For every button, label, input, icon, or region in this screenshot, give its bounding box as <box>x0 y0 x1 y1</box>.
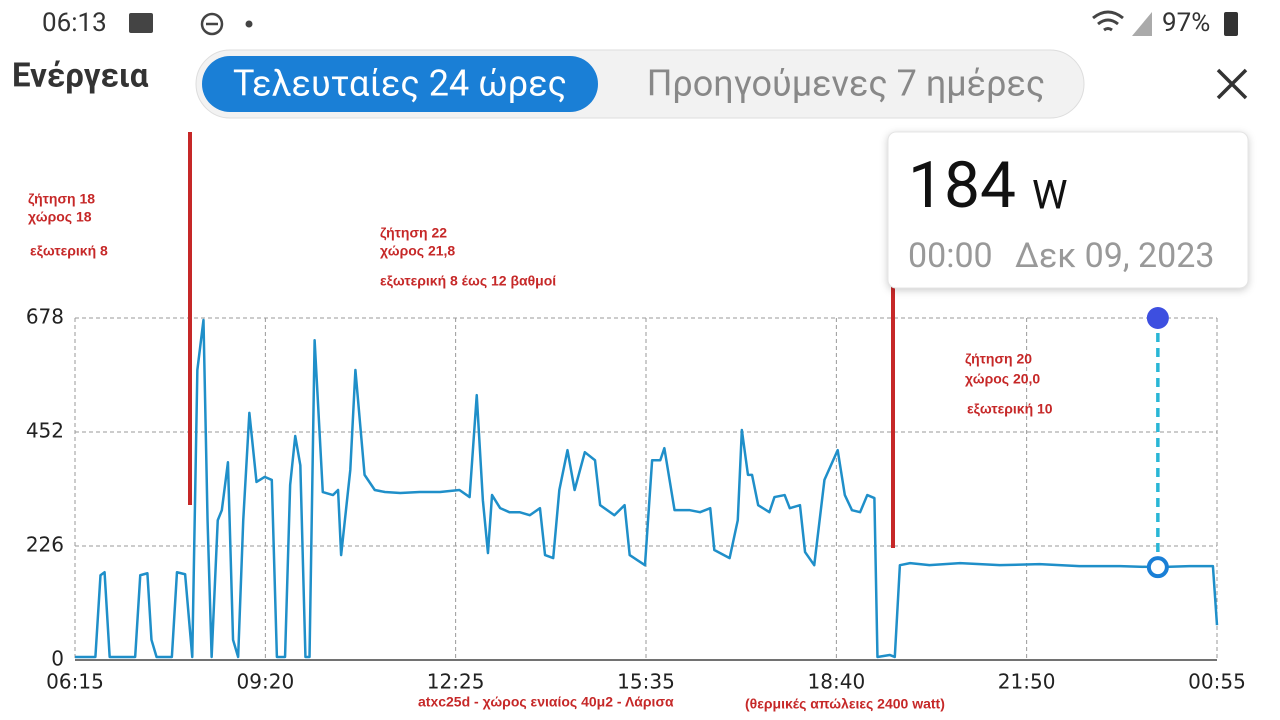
annotation: ζήτηση 20 <box>965 351 1032 367</box>
annotation: (θερμικές απώλειες 2400 watt) <box>745 696 945 712</box>
x-tick-label: 21:50 <box>998 670 1056 694</box>
close-button[interactable] <box>1216 68 1248 100</box>
y-tick-label: 452 <box>26 419 64 443</box>
tab-label[interactable]: Προηγούμενες 7 ημέρες <box>647 63 1046 105</box>
annotation: χώρος 18 <box>28 209 92 225</box>
y-tick-label: 0 <box>51 647 64 671</box>
x-tick-label: 18:40 <box>808 670 866 694</box>
tab-label[interactable]: Τελευταίες 24 ώρες <box>233 63 567 105</box>
x-tick-label: 06:15 <box>46 670 104 694</box>
dnd-icon <box>200 12 224 36</box>
annotation: εξωτερική 8 <box>30 243 108 259</box>
annotation: εξωτερική 8 έως 12 βαθμοί <box>380 273 556 289</box>
x-tick-label: 09:20 <box>237 670 295 694</box>
x-tick-label: 15:35 <box>617 670 675 694</box>
tooltip-unit: W <box>1032 172 1068 219</box>
annotation: ζήτηση 18 <box>28 191 95 207</box>
y-tick-label: 226 <box>26 533 64 557</box>
battery-text: 97% <box>1162 8 1210 38</box>
battery-icon <box>1224 12 1238 36</box>
annotation: ζήτηση 22 <box>380 225 447 241</box>
chart: 0 226 452 678 06:15 09:20 12:25 15:35 18:40 21:50… <box>26 305 1246 694</box>
tab-active[interactable] <box>202 56 598 112</box>
x-tick-label: 00:55 <box>1188 670 1246 694</box>
wifi-icon <box>1092 10 1124 32</box>
y-tick-label: 678 <box>26 305 64 329</box>
tooltip-time: 00:00 <box>908 236 993 276</box>
annotation: atxc25d - χώρος ενιαίος 40μ2 - Λάρισα <box>418 694 674 710</box>
tooltip <box>887 131 1249 289</box>
page-title: Ενέργεια <box>12 57 149 96</box>
cursor-top <box>1146 307 1169 329</box>
data-line <box>75 318 1219 659</box>
signal-icon <box>1132 12 1152 36</box>
gallery-icon <box>129 13 153 33</box>
tooltip-value: 184 <box>908 148 1016 223</box>
status-time: 06:13 <box>42 8 107 38</box>
x-tick-label: 12:25 <box>427 670 485 694</box>
tooltip-date: Δεκ 09, 2023 <box>1015 236 1214 276</box>
annotation: εξωτερική 10 <box>967 401 1053 417</box>
annotation: χώρος 21,8 <box>380 243 455 259</box>
annotation: χώρος 20,0 <box>965 371 1040 387</box>
notification-dot <box>245 20 253 28</box>
selected-point <box>1146 556 1169 579</box>
